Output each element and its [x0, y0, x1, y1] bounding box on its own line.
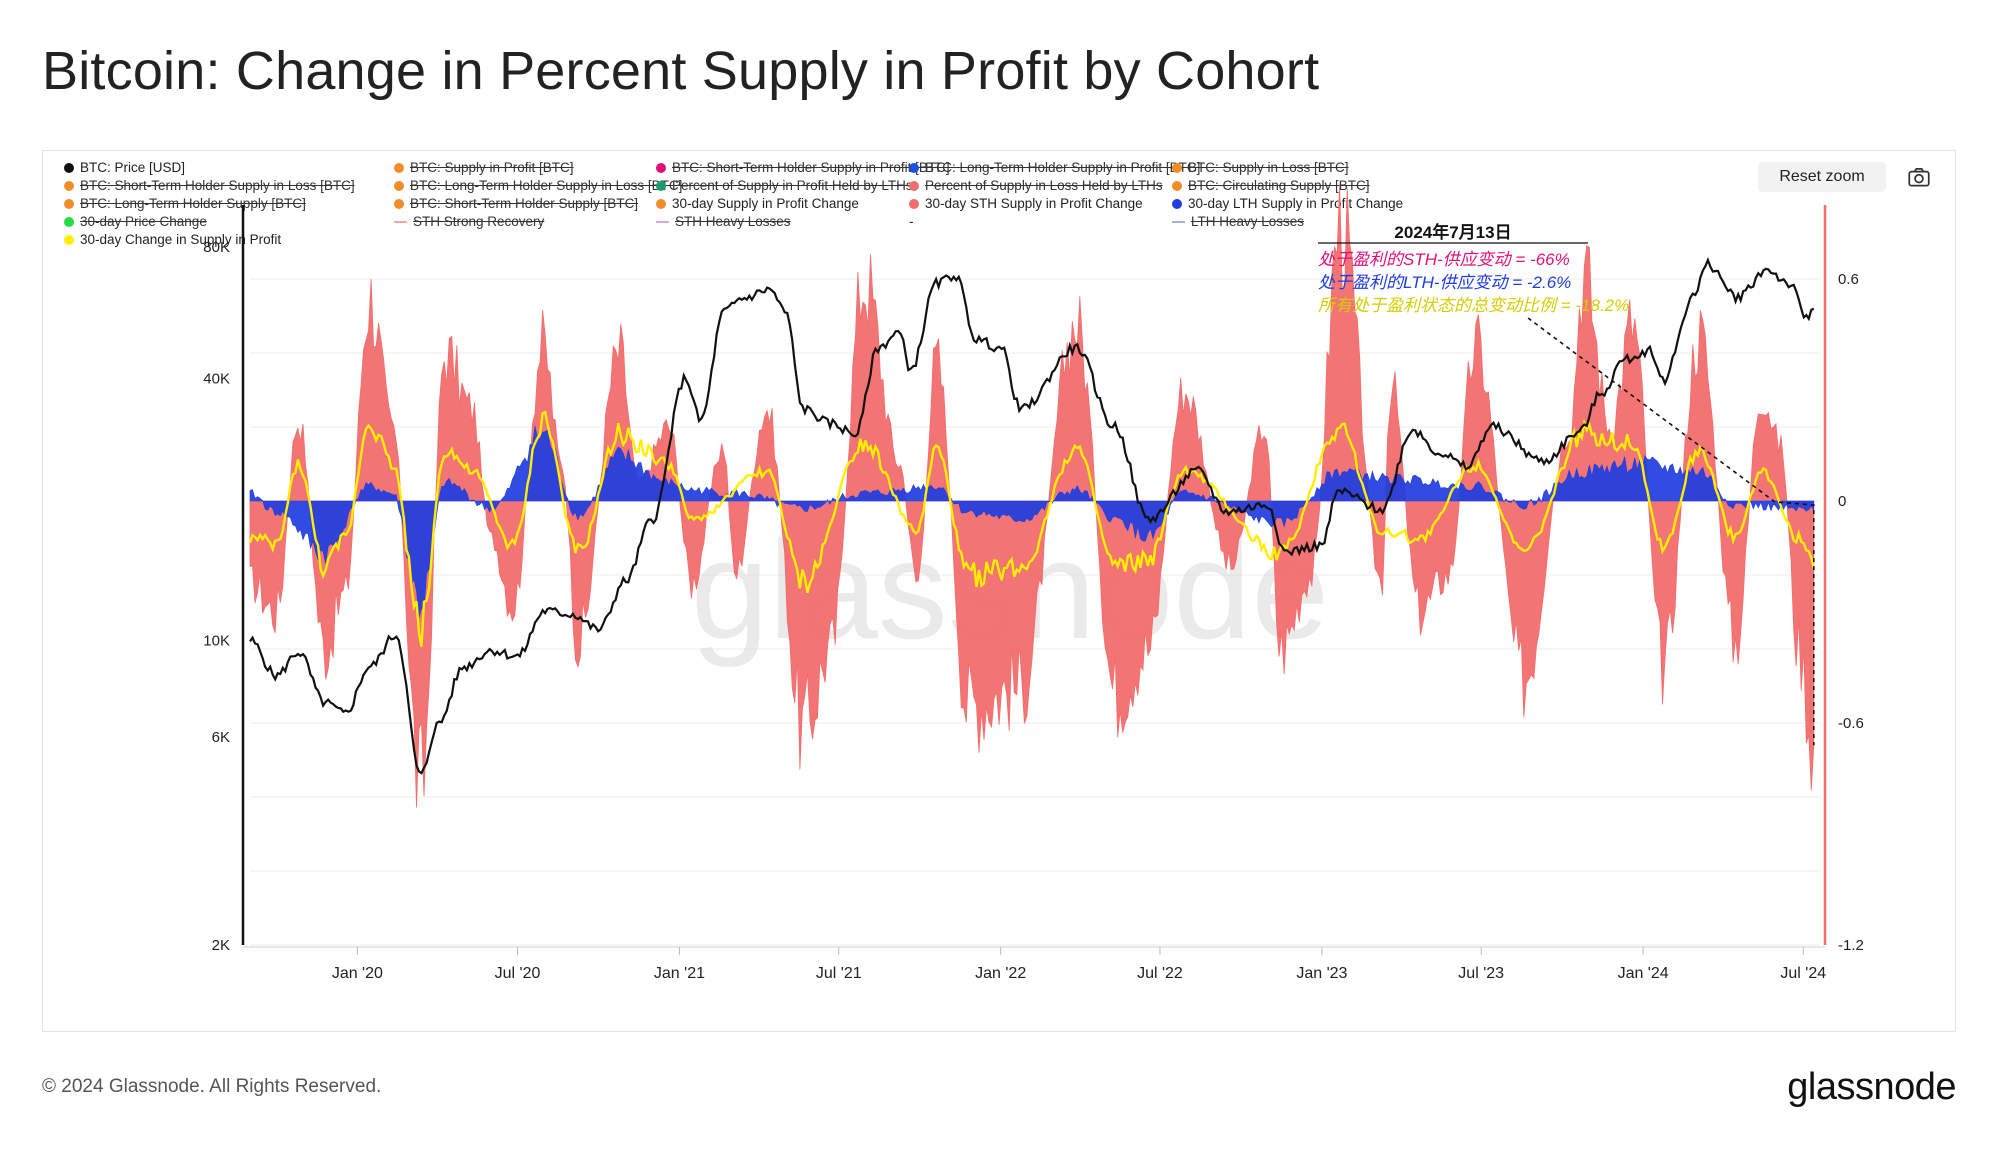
legend-label: BTC: Circulating Supply [BTC] — [1188, 178, 1370, 193]
legend-item[interactable]: BTC: Long-Term Holder Supply [BTC] — [64, 196, 306, 211]
legend-item[interactable]: Percent of Supply in Profit Held by LTHs — [656, 178, 913, 193]
legend-label: 30-day Price Change — [80, 214, 207, 229]
legend-label: 30-day Supply in Profit Change — [672, 196, 859, 211]
legend-marker — [394, 180, 404, 191]
legend-marker — [656, 198, 666, 209]
copyright-footer: © 2024 Glassnode. All Rights Reserved. — [42, 1076, 382, 1097]
legend-item[interactable]: - — [909, 214, 914, 229]
legend-item[interactable]: 30-day LTH Supply in Profit Change — [1172, 196, 1403, 211]
legend-label: BTC: Long-Term Holder Supply [BTC] — [80, 196, 306, 211]
legend-marker — [909, 198, 919, 209]
legend-label: BTC: Short-Term Holder Supply in Loss [B… — [80, 178, 355, 193]
legend-label: BTC: Short-Term Holder Supply [BTC] — [410, 196, 639, 211]
legend-marker — [394, 220, 407, 223]
legend-marker — [64, 234, 74, 245]
legend-label: STH Heavy Losses — [675, 214, 791, 229]
legend-marker — [909, 162, 919, 173]
legend-label: 30-day STH Supply in Profit Change — [925, 196, 1143, 211]
legend-label: BTC: Short-Term Holder Supply in Profit … — [672, 160, 950, 175]
reset-zoom-button[interactable]: Reset zoom — [1758, 162, 1886, 192]
legend-label: BTC: Supply in Profit [BTC] — [410, 160, 574, 175]
legend-label: BTC: Long-Term Holder Supply in Profit [… — [925, 160, 1201, 175]
legend-marker — [394, 162, 404, 173]
legend-label: BTC: Long-Term Holder Supply in Loss [BT… — [410, 178, 683, 193]
legend-label: Percent of Supply in Loss Held by LTHs — [925, 178, 1163, 193]
chart-panel — [42, 150, 1956, 1032]
legend-item[interactable]: BTC: Short-Term Holder Supply in Profit … — [656, 160, 950, 175]
legend-item[interactable]: Percent of Supply in Loss Held by LTHs — [909, 178, 1163, 193]
legend-marker — [64, 162, 74, 173]
legend-marker — [909, 180, 919, 191]
legend-marker — [1172, 180, 1182, 191]
legend-marker — [64, 198, 74, 209]
legend-item[interactable]: BTC: Long-Term Holder Supply in Profit [… — [909, 160, 1200, 175]
camera-icon[interactable] — [1906, 164, 1932, 190]
legend-item[interactable]: 30-day Supply in Profit Change — [656, 196, 859, 211]
legend-marker — [1172, 220, 1185, 223]
legend-item[interactable]: BTC: Supply in Loss [BTC] — [1172, 160, 1349, 175]
legend-marker — [394, 198, 404, 209]
legend-marker — [1172, 162, 1182, 173]
legend-marker — [1172, 198, 1182, 209]
legend-label: Percent of Supply in Profit Held by LTHs — [672, 178, 913, 193]
legend-item[interactable]: BTC: Short-Term Holder Supply [BTC] — [394, 196, 638, 211]
page-title: Bitcoin: Change in Percent Supply in Pro… — [42, 41, 1320, 101]
legend-label: - — [909, 214, 914, 229]
glassnode-logo: glassnode — [1787, 1066, 1956, 1108]
legend-item[interactable]: STH Strong Recovery — [394, 214, 544, 229]
legend-item[interactable]: LTH Heavy Losses — [1172, 214, 1304, 229]
legend-item[interactable]: BTC: Long-Term Holder Supply in Loss [BT… — [394, 178, 682, 193]
legend-marker — [656, 162, 666, 173]
legend-item[interactable]: 30-day Price Change — [64, 214, 207, 229]
legend-label: BTC: Price [USD] — [80, 160, 186, 175]
legend-item[interactable]: 30-day STH Supply in Profit Change — [909, 196, 1143, 211]
legend-label: STH Strong Recovery — [413, 214, 545, 229]
legend-item[interactable]: 30-day Change in Supply in Profit — [64, 232, 281, 247]
legend-item[interactable]: BTC: Price [USD] — [64, 160, 185, 175]
legend-item[interactable]: STH Heavy Losses — [656, 214, 791, 229]
legend-item[interactable]: BTC: Circulating Supply [BTC] — [1172, 178, 1370, 193]
legend-marker — [64, 216, 74, 227]
legend-label: 30-day LTH Supply in Profit Change — [1188, 196, 1404, 211]
legend-label: LTH Heavy Losses — [1191, 214, 1305, 229]
legend-marker — [64, 180, 74, 191]
chart-legend: BTC: Price [USD] BTC: Supply in Profit [B… — [64, 160, 1664, 276]
legend-item[interactable]: BTC: Short-Term Holder Supply in Loss [B… — [64, 178, 355, 193]
legend-item[interactable]: BTC: Supply in Profit [BTC] — [394, 160, 574, 175]
legend-marker — [656, 220, 669, 223]
legend-label: BTC: Supply in Loss [BTC] — [1188, 160, 1349, 175]
legend-label: 30-day Change in Supply in Profit — [80, 232, 282, 247]
legend-marker — [656, 180, 666, 191]
